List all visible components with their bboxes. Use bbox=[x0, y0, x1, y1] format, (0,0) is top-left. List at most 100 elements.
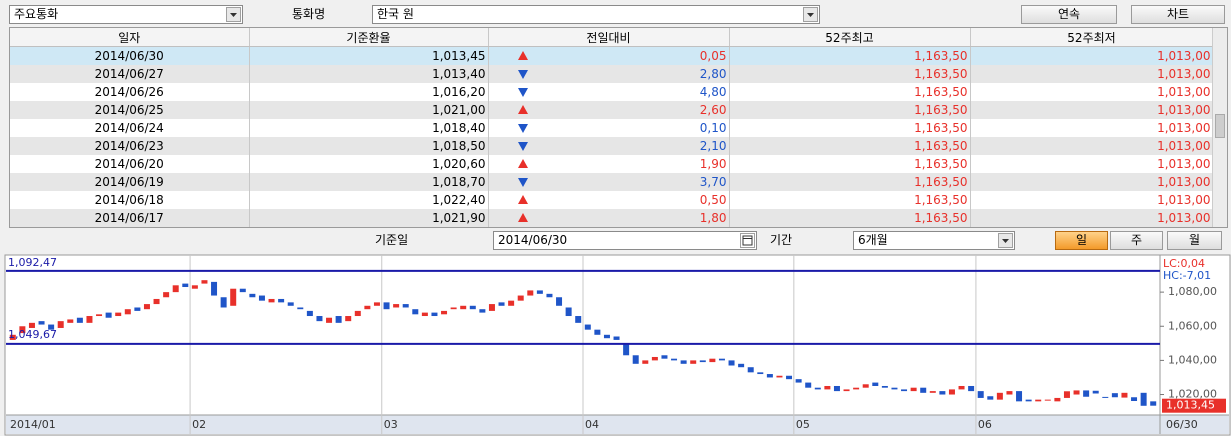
column-header: 52주최저 bbox=[970, 28, 1214, 47]
continue-button[interactable]: 연속 bbox=[1021, 5, 1117, 24]
column-header: 전일대비 bbox=[488, 28, 730, 47]
date-input[interactable]: 2014/06/30 bbox=[493, 231, 757, 250]
low52-cell: 1,013,00 bbox=[970, 101, 1214, 119]
table-row[interactable]: 2014/06/24 1,018,40 0,10 1,163,50 1,013,00 bbox=[10, 119, 1214, 137]
header-row: 일자 기준환율 전일대비 52주최고 52주최저 bbox=[10, 28, 1214, 47]
low52-cell: 1,013,00 bbox=[970, 155, 1214, 173]
currency-select[interactable]: 한국 원 bbox=[372, 5, 820, 24]
last-price-label: 1,013,45 bbox=[1166, 399, 1215, 412]
candle-body bbox=[163, 292, 170, 298]
candle-body bbox=[584, 324, 591, 330]
high52-cell: 1,163,50 bbox=[729, 83, 971, 101]
candle-body bbox=[709, 358, 716, 363]
reference-label: 1,049,67 bbox=[8, 328, 57, 341]
high52-cell: 1,163,50 bbox=[729, 119, 971, 137]
table-row[interactable]: 2014/06/18 1,022,40 0,50 1,163,50 1,013,00 bbox=[10, 191, 1214, 209]
arrow-shape bbox=[517, 105, 528, 114]
rate-cell: 1,013,45 bbox=[249, 46, 489, 65]
candle-body bbox=[143, 304, 150, 310]
x-tick-label: 05 bbox=[796, 418, 810, 431]
candle-body bbox=[508, 300, 515, 306]
period-select[interactable]: 6개월 bbox=[853, 231, 1015, 250]
dropdown-button[interactable] bbox=[998, 233, 1013, 248]
low52-cell: 1,013,00 bbox=[970, 137, 1214, 155]
candle-body bbox=[757, 372, 764, 375]
candle-body bbox=[613, 336, 620, 340]
scroll-thumb[interactable] bbox=[1215, 114, 1225, 138]
currency-label: 통화명 bbox=[292, 7, 326, 21]
down-arrow bbox=[517, 178, 528, 187]
x-axis-strip bbox=[1160, 415, 1229, 434]
candle-body bbox=[843, 389, 850, 392]
candle-body bbox=[671, 358, 678, 361]
candle-body bbox=[795, 379, 802, 383]
calendar-button[interactable] bbox=[740, 233, 755, 248]
candle-body bbox=[948, 389, 955, 395]
calendar-icon bbox=[742, 235, 753, 246]
candle-body bbox=[1131, 397, 1138, 402]
change-value: 0,05 bbox=[699, 49, 727, 63]
candle-body bbox=[910, 387, 917, 392]
month-button[interactable]: 월 bbox=[1167, 231, 1222, 250]
x-tick-label: 06/30 bbox=[1166, 418, 1198, 431]
change-value: 1,80 bbox=[699, 211, 727, 225]
x-tick-label: 03 bbox=[384, 418, 398, 431]
arrow-shape bbox=[517, 70, 528, 79]
table-row[interactable]: 2014/06/30 1,013,45 0,05 1,163,50 1,013,00 bbox=[10, 46, 1214, 65]
day-button[interactable]: 일 bbox=[1055, 231, 1108, 250]
low52-cell: 1,013,00 bbox=[970, 65, 1214, 83]
candle-body bbox=[1111, 393, 1118, 398]
arrow-shape bbox=[517, 178, 528, 187]
date-input-text: 2014/06/30 bbox=[498, 233, 568, 247]
candle-body bbox=[354, 310, 361, 317]
change-cell: 4,80 bbox=[488, 83, 730, 101]
high52-cell: 1,163,50 bbox=[729, 101, 971, 119]
high52-cell: 1,163,50 bbox=[729, 46, 971, 65]
candle-body bbox=[690, 360, 697, 364]
candle-body bbox=[556, 297, 563, 306]
table-row[interactable]: 2014/06/19 1,018,70 3,70 1,163,50 1,013,00 bbox=[10, 173, 1214, 191]
table-row[interactable]: 2014/06/27 1,013,40 2,80 1,163,50 1,013,00 bbox=[10, 65, 1214, 83]
candle-body bbox=[48, 324, 55, 330]
low52-cell: 1,013,00 bbox=[970, 83, 1214, 101]
table-row[interactable]: 2014/06/23 1,018,50 2,10 1,163,50 1,013,00 bbox=[10, 137, 1214, 155]
change-value: 2,60 bbox=[699, 103, 727, 117]
candle-body bbox=[28, 322, 35, 328]
week-button[interactable]: 주 bbox=[1110, 231, 1163, 250]
table-row[interactable]: 2014/06/20 1,020,60 1,90 1,163,50 1,013,00 bbox=[10, 155, 1214, 173]
candle-body bbox=[661, 355, 668, 359]
low52-cell: 1,013,00 bbox=[970, 46, 1214, 65]
candle-body bbox=[824, 385, 831, 390]
table-row[interactable]: 2014/06/25 1,021,00 2,60 1,163,50 1,013,00 bbox=[10, 101, 1214, 119]
candle-body bbox=[249, 293, 256, 298]
dropdown-arrow bbox=[807, 13, 814, 17]
candle-body bbox=[115, 312, 122, 317]
market-select[interactable]: 주요통화 bbox=[9, 5, 243, 24]
high52-cell: 1,163,50 bbox=[729, 155, 971, 173]
candle-body bbox=[929, 391, 936, 393]
candle-body bbox=[402, 304, 409, 308]
candle-body bbox=[306, 310, 313, 317]
change-cell: 0,05 bbox=[488, 46, 730, 65]
candle-body bbox=[718, 358, 725, 361]
x-tick-label: 02 bbox=[192, 418, 206, 431]
chart-button[interactable]: 차트 bbox=[1131, 5, 1225, 24]
y-tick-label: 1,040,00 bbox=[1168, 353, 1217, 366]
dropdown-button[interactable] bbox=[226, 7, 241, 22]
candle-body bbox=[124, 309, 131, 315]
dropdown-button[interactable] bbox=[803, 7, 818, 22]
column-header: 기준환율 bbox=[249, 28, 489, 47]
scrollbar[interactable] bbox=[1212, 28, 1227, 227]
candle-body bbox=[373, 302, 380, 306]
table-row[interactable]: 2014/06/17 1,021,90 1,80 1,163,50 1,013,00 bbox=[10, 209, 1214, 227]
change-cell: 0,10 bbox=[488, 119, 730, 137]
up-arrow bbox=[517, 105, 528, 114]
arrow-shape bbox=[517, 159, 528, 168]
low52-cell: 1,013,00 bbox=[970, 173, 1214, 191]
table-row[interactable]: 2014/06/26 1,016,20 4,80 1,163,50 1,013,00 bbox=[10, 83, 1214, 101]
candle-body bbox=[153, 298, 160, 305]
date-cell: 2014/06/26 bbox=[10, 83, 250, 101]
candle-body bbox=[1083, 390, 1090, 397]
candle-body bbox=[1006, 391, 1013, 395]
candle-body bbox=[364, 305, 371, 310]
